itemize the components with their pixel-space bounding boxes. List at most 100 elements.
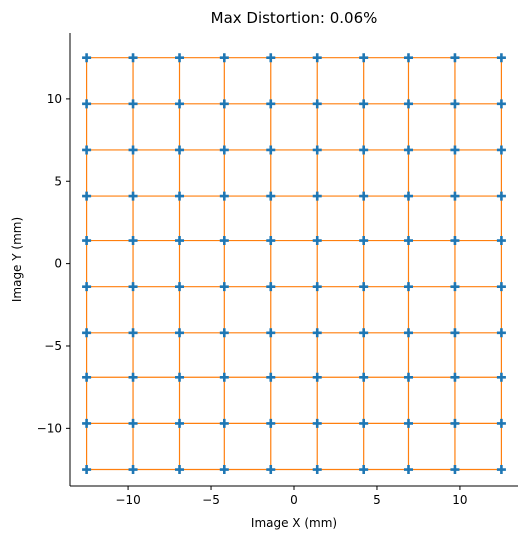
point-9-8 [496, 99, 506, 109]
points-layer [82, 53, 506, 475]
point-4-5 [266, 236, 276, 246]
point-1-8 [128, 99, 138, 109]
point-2-8 [175, 99, 185, 109]
point-3-8 [219, 99, 229, 109]
point-2-4 [175, 282, 185, 292]
point-6-7 [359, 145, 369, 155]
y-tick-label: 10 [47, 92, 62, 106]
point-8-8 [450, 99, 460, 109]
x-tick-label: −10 [115, 493, 140, 507]
point-5-4 [312, 282, 322, 292]
point-0-3 [82, 328, 92, 338]
point-3-1 [219, 418, 229, 428]
y-tick-label: 0 [54, 257, 62, 271]
point-1-4 [128, 282, 138, 292]
point-2-0 [175, 465, 185, 475]
x-tick-label: −5 [202, 493, 220, 507]
point-4-3 [266, 328, 276, 338]
point-8-2 [450, 372, 460, 382]
y-ticks: −10 −5 0 5 10 [37, 92, 70, 435]
point-5-7 [312, 145, 322, 155]
point-5-0 [312, 465, 322, 475]
point-6-4 [359, 282, 369, 292]
point-8-5 [450, 236, 460, 246]
point-6-8 [359, 99, 369, 109]
point-8-7 [450, 145, 460, 155]
point-6-6 [359, 191, 369, 201]
point-0-4 [82, 282, 92, 292]
point-1-7 [128, 145, 138, 155]
point-5-8 [312, 99, 322, 109]
point-3-6 [219, 191, 229, 201]
point-0-0 [82, 465, 92, 475]
point-9-7 [496, 145, 506, 155]
point-8-6 [450, 191, 460, 201]
x-tick-label: 5 [373, 493, 381, 507]
point-3-9 [219, 53, 229, 63]
point-5-1 [312, 418, 322, 428]
point-1-2 [128, 372, 138, 382]
y-tick-label: −10 [37, 421, 62, 435]
point-1-9 [128, 53, 138, 63]
x-axis-label: Image X (mm) [251, 516, 337, 530]
point-1-3 [128, 328, 138, 338]
point-1-5 [128, 236, 138, 246]
point-7-1 [403, 418, 413, 428]
point-9-2 [496, 372, 506, 382]
point-8-3 [450, 328, 460, 338]
point-9-5 [496, 236, 506, 246]
point-7-5 [403, 236, 413, 246]
point-7-6 [403, 191, 413, 201]
point-2-1 [175, 418, 185, 428]
point-9-4 [496, 282, 506, 292]
y-tick-label: −5 [44, 339, 62, 353]
point-7-3 [403, 328, 413, 338]
y-tick-label: 5 [54, 174, 62, 188]
x-ticks: −10 −5 0 5 10 [115, 486, 468, 507]
point-2-6 [175, 191, 185, 201]
point-1-6 [128, 191, 138, 201]
point-8-4 [450, 282, 460, 292]
grid-lines-layer [85, 57, 503, 471]
point-2-5 [175, 236, 185, 246]
point-2-7 [175, 145, 185, 155]
point-7-7 [403, 145, 413, 155]
point-6-9 [359, 53, 369, 63]
point-7-8 [403, 99, 413, 109]
point-6-0 [359, 465, 369, 475]
point-0-8 [82, 99, 92, 109]
point-5-2 [312, 372, 322, 382]
point-2-9 [175, 53, 185, 63]
point-6-2 [359, 372, 369, 382]
point-0-7 [82, 145, 92, 155]
point-0-6 [82, 191, 92, 201]
point-2-3 [175, 328, 185, 338]
point-4-1 [266, 418, 276, 428]
point-4-2 [266, 372, 276, 382]
point-9-6 [496, 191, 506, 201]
point-1-0 [128, 465, 138, 475]
point-4-7 [266, 145, 276, 155]
point-5-6 [312, 191, 322, 201]
point-9-9 [496, 53, 506, 63]
point-7-4 [403, 282, 413, 292]
point-0-5 [82, 236, 92, 246]
point-5-3 [312, 328, 322, 338]
point-3-4 [219, 282, 229, 292]
point-6-1 [359, 418, 369, 428]
point-5-5 [312, 236, 322, 246]
point-2-2 [175, 372, 185, 382]
point-8-0 [450, 465, 460, 475]
point-3-3 [219, 328, 229, 338]
point-7-2 [403, 372, 413, 382]
point-9-0 [496, 465, 506, 475]
point-0-1 [82, 418, 92, 428]
point-3-5 [219, 236, 229, 246]
point-5-9 [312, 53, 322, 63]
point-3-7 [219, 145, 229, 155]
chart-title: Max Distortion: 0.06% [211, 9, 378, 27]
y-axis-label: Image Y (mm) [10, 217, 24, 302]
point-6-5 [359, 236, 369, 246]
point-7-9 [403, 53, 413, 63]
